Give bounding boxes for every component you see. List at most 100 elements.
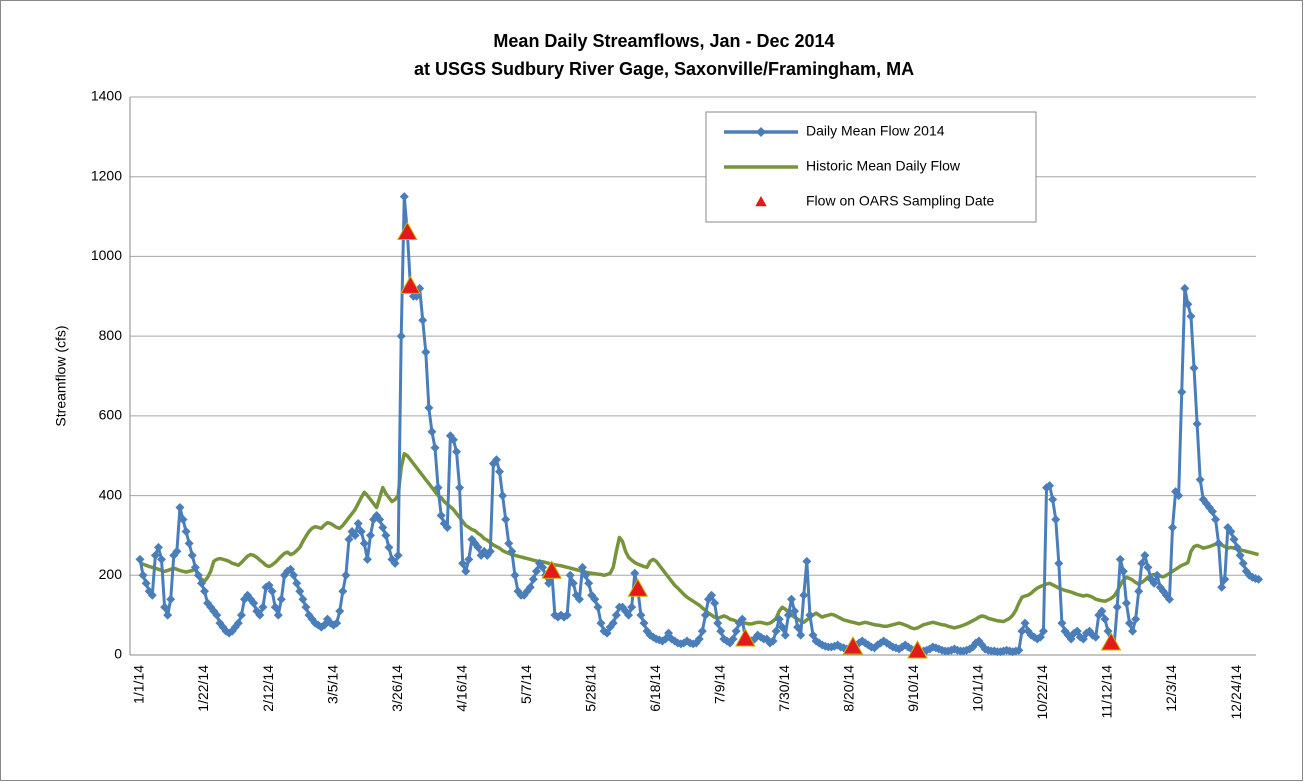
data-point	[365, 530, 375, 540]
data-point	[581, 570, 591, 580]
data-point	[381, 530, 391, 540]
data-point	[175, 503, 185, 513]
data-point	[163, 610, 173, 620]
sampling-point	[907, 639, 928, 659]
data-point	[624, 610, 634, 620]
data-point	[1180, 283, 1190, 293]
data-point	[716, 626, 726, 636]
data-point	[412, 291, 422, 301]
data-point	[608, 618, 618, 628]
data-point	[178, 514, 188, 524]
data-point	[713, 618, 723, 628]
series-line	[139, 451, 1260, 631]
data-point	[298, 594, 308, 604]
data-point	[786, 594, 796, 604]
data-point	[525, 582, 535, 592]
data-point	[430, 443, 440, 453]
data-point	[138, 570, 148, 580]
data-point	[1115, 554, 1125, 564]
data-point	[190, 562, 200, 572]
data-point	[1189, 363, 1199, 373]
data-point	[384, 542, 394, 552]
data-point	[270, 602, 280, 612]
data-point	[1164, 594, 1174, 604]
y-tick-label: 1200	[91, 167, 122, 183]
data-point	[473, 542, 483, 552]
data-point	[436, 511, 446, 520]
data-point	[147, 590, 157, 600]
data-point	[777, 622, 787, 632]
data-point	[627, 602, 637, 612]
data-point	[639, 618, 649, 628]
data-point	[442, 522, 452, 532]
data-point	[1168, 522, 1178, 532]
x-tick-label: 10/1/14	[970, 665, 986, 712]
data-point	[1137, 558, 1147, 568]
x-tick-label: 12/24/14	[1228, 665, 1244, 720]
data-point	[160, 602, 170, 612]
x-tick-label: 4/16/14	[453, 665, 469, 712]
data-point	[150, 550, 160, 560]
sampling-point	[396, 221, 418, 241]
data-point	[427, 427, 437, 437]
data-point	[172, 546, 182, 556]
data-point	[1035, 632, 1045, 642]
data-point	[301, 602, 311, 612]
data-point	[1017, 626, 1027, 636]
data-point	[452, 447, 462, 457]
data-point	[780, 630, 790, 640]
data-point	[1220, 574, 1230, 584]
data-point	[1020, 618, 1030, 628]
x-tick-label: 5/7/14	[518, 665, 534, 704]
data-point	[375, 514, 385, 524]
data-point	[783, 610, 793, 620]
data-point	[157, 554, 167, 564]
data-point	[1103, 626, 1113, 636]
x-tick-label: 11/12/14	[1099, 665, 1115, 719]
data-point	[1072, 626, 1082, 636]
data-point	[1100, 614, 1110, 624]
x-tick-label: 8/20/14	[841, 665, 857, 712]
data-point	[236, 610, 246, 620]
data-point	[790, 606, 800, 616]
sampling-point	[842, 636, 864, 655]
y-tick-label: 200	[99, 566, 123, 582]
data-point	[196, 578, 206, 588]
data-point	[1066, 634, 1076, 644]
data-point	[399, 192, 409, 202]
x-tick-label: 1/22/14	[195, 665, 211, 712]
data-point	[498, 491, 508, 501]
x-tick-label: 7/30/14	[776, 665, 792, 712]
data-point	[1134, 586, 1144, 596]
data-point	[289, 570, 299, 580]
data-point	[276, 594, 286, 604]
data-point	[596, 618, 606, 628]
chart-subtitle: at USGS Sudbury River Gage, Saxonville/F…	[414, 59, 914, 79]
data-point	[295, 586, 305, 596]
y-tick-label: 600	[99, 407, 123, 423]
data-point	[359, 538, 369, 548]
data-point	[1118, 566, 1128, 576]
data-point	[455, 483, 465, 493]
data-point	[1238, 558, 1248, 568]
data-point	[1112, 602, 1122, 612]
data-point	[458, 558, 468, 568]
data-point	[286, 564, 296, 574]
sampling-point	[541, 560, 563, 579]
data-point	[1045, 481, 1055, 491]
data-point	[1217, 582, 1227, 592]
x-tick-label: 3/26/14	[389, 665, 405, 712]
data-point	[461, 566, 471, 576]
data-point	[464, 554, 474, 564]
data-point	[568, 578, 578, 588]
legend-label: Daily Mean Flow 2014	[806, 123, 945, 139]
data-point	[802, 556, 812, 566]
data-point	[273, 610, 283, 620]
data-point	[501, 514, 511, 524]
data-point	[538, 562, 548, 572]
x-tick-label: 9/10/14	[905, 665, 921, 712]
data-point	[212, 610, 222, 620]
data-point	[574, 594, 584, 604]
